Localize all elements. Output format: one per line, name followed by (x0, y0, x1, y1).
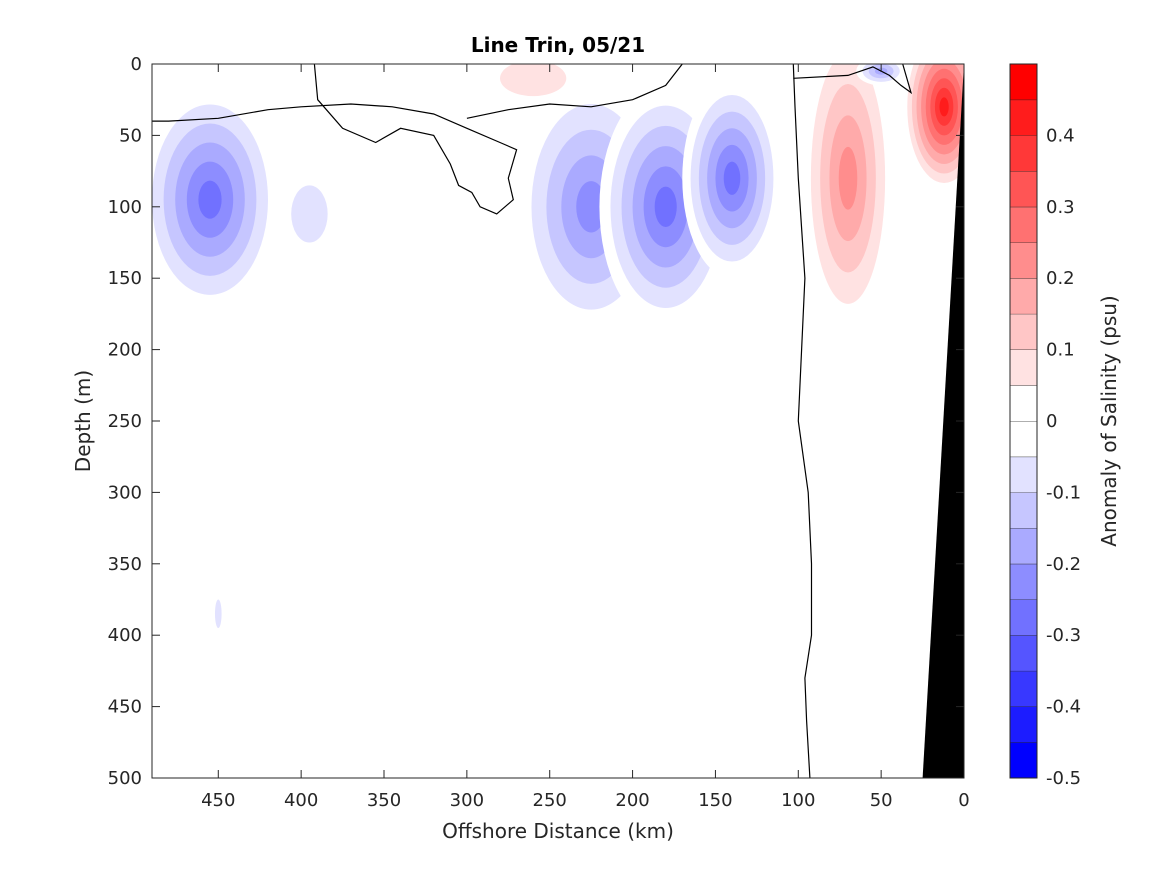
colorbar-swatch (1010, 635, 1037, 671)
anomaly-level (198, 180, 222, 219)
colorbar-label: Anomaly of Salinity (psu) (1097, 295, 1121, 546)
anomaly-fill-layer (152, 64, 964, 643)
colorbar-swatch (1010, 528, 1037, 564)
colorbar-swatch (1010, 349, 1037, 386)
colorbar-swatch (1010, 599, 1037, 636)
anomaly-level (723, 161, 741, 195)
anomaly-level (838, 146, 858, 210)
colorbar-tick-label: -0.4 (1046, 697, 1081, 718)
x-tick-label: 300 (450, 790, 484, 811)
surface-positive-anomaly (466, 64, 600, 114)
y-tick-label: 150 (108, 268, 142, 289)
colorbar-swatch (1010, 313, 1037, 350)
colorbar-swatch (1010, 456, 1037, 493)
colorbar-swatch (1010, 99, 1037, 136)
zero-contour-west (152, 64, 518, 215)
east-central-negative-anomaly (682, 78, 782, 279)
x-tick-label: 350 (367, 790, 401, 811)
x-tick-label: 0 (958, 790, 969, 811)
anomaly-level (576, 181, 607, 233)
y-tick-label: 100 (108, 197, 142, 218)
colorbar-swatch (1010, 64, 1037, 100)
x-tick-label: 400 (284, 790, 318, 811)
west-mid-negative-anomaly (272, 156, 346, 272)
anomaly-level (500, 64, 567, 97)
colorbar-tick-label: 0.4 (1046, 125, 1075, 146)
x-tick-label: 200 (615, 790, 649, 811)
y-tick-label: 0 (131, 54, 142, 75)
anomaly-level (654, 186, 677, 228)
x-axis: 450 400 350 300 250 200 150 100 50 0 (201, 64, 970, 811)
y-tick-label: 300 (108, 482, 142, 503)
y-tick-label: 250 (108, 411, 142, 432)
coastal-positive-anomaly (902, 64, 964, 193)
zero-contour-surface-east (793, 64, 913, 95)
colorbar-tick-label: 0 (1046, 411, 1057, 432)
y-axis: 0 50 100 150 200 250 300 350 400 450 500 (108, 54, 964, 789)
colorbar-swatch (1010, 135, 1037, 172)
anomaly-level (214, 599, 222, 629)
x-tick-label: 450 (201, 790, 235, 811)
colorbar-swatch (1010, 421, 1037, 457)
chart-title: Line Trin, 05/21 (471, 33, 645, 57)
colorbar: -0.5 -0.4 -0.3 -0.2 -0.1 0 0.1 0.2 0.3 0.4 (1009, 63, 1081, 789)
y-tick-label: 50 (119, 125, 142, 146)
colorbar-tick-label: 0.3 (1046, 197, 1075, 218)
x-axis-label: Offshore Distance (km) (442, 819, 674, 843)
x-tick-label: 250 (533, 790, 567, 811)
y-tick-label: 400 (108, 625, 142, 646)
y-axis-label: Depth (m) (71, 370, 95, 472)
y-tick-label: 500 (108, 768, 142, 789)
colorbar-swatch (1010, 742, 1037, 778)
y-tick-label: 350 (108, 554, 142, 575)
colorbar-swatch (1010, 563, 1037, 600)
x-tick-label: 100 (781, 790, 815, 811)
y-tick-label: 450 (108, 697, 142, 718)
colorbar-swatch (1010, 242, 1037, 279)
colorbar-swatch (1010, 492, 1037, 529)
zero-contour-layer (152, 64, 913, 778)
colorbar-swatch (1010, 171, 1037, 207)
colorbar-tick-label: -0.1 (1046, 482, 1081, 503)
x-tick-label: 150 (698, 790, 732, 811)
y-tick-label: 200 (108, 340, 142, 361)
deep-isolated-negative-anomaly (211, 585, 225, 643)
x-tick-label: 50 (870, 790, 893, 811)
zero-contour-nearshore (792, 64, 813, 778)
colorbar-frame (1009, 63, 1038, 779)
bathymetry-layer (922, 64, 964, 778)
plot-area (152, 64, 964, 778)
anomaly-level (939, 97, 949, 117)
colorbar-swatch (1010, 206, 1037, 243)
anomaly-level (291, 185, 328, 243)
colorbar-swatch (1010, 385, 1037, 421)
colorbar-tick-label: 0.1 (1046, 340, 1075, 361)
colorbar-tick-label: -0.2 (1046, 554, 1081, 575)
zero-contour-central (466, 64, 683, 119)
colorbar-swatch (1010, 670, 1037, 707)
colorbar-tick-label: 0.2 (1046, 268, 1075, 289)
western-negative-anomaly (152, 85, 280, 314)
colorbar-swatch (1010, 278, 1037, 314)
colorbar-tick-label: -0.3 (1046, 625, 1081, 646)
bathymetry-fill (922, 64, 964, 778)
colorbar-tick-label: -0.5 (1046, 768, 1081, 789)
colorbar-swatch (1010, 706, 1037, 743)
nearshore-positive-anomaly (801, 64, 895, 336)
